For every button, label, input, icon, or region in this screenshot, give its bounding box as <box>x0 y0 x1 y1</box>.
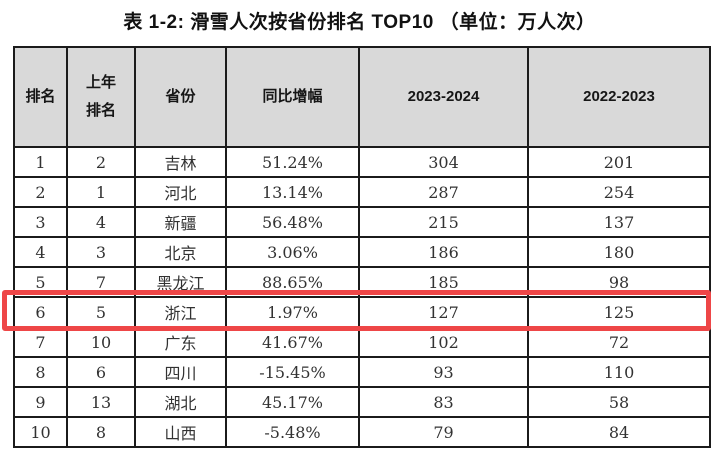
table-cell: 88.65% <box>225 266 360 298</box>
table-row: 5 7 黑龙江 88.65% 185 98 <box>13 266 711 298</box>
table-header: 排名 上年 排名 省份 同比增幅 2023-2024 2022-2023 <box>13 46 711 148</box>
table-cell: 8 <box>66 416 136 448</box>
table-cell: 新疆 <box>134 206 227 238</box>
table-cell: 广东 <box>134 326 227 358</box>
table-cell: 浙江 <box>134 296 227 328</box>
table-cell: 98 <box>527 266 711 298</box>
table-cell: 186 <box>358 236 529 268</box>
table-cell: 215 <box>358 206 529 238</box>
table-cell: 2 <box>13 176 68 208</box>
table-row: 2 1 河北 13.14% 287 254 <box>13 176 711 208</box>
table-row: 4 3 北京 3.06% 186 180 <box>13 236 711 268</box>
table-cell: 9 <box>13 386 68 418</box>
table-body: 1 2 吉林 51.24% 304 201 2 1 河北 13.14% 287 … <box>13 146 711 448</box>
table-cell: 5 <box>66 296 136 328</box>
table-cell: 110 <box>527 356 711 388</box>
table-cell: 304 <box>358 146 529 178</box>
table-cell: 2 <box>66 146 136 178</box>
table-cell: 4 <box>13 236 68 268</box>
table-cell: 4 <box>66 206 136 238</box>
table-cell: -15.45% <box>225 356 360 388</box>
table-cell: 6 <box>13 296 68 328</box>
table-row: 1 2 吉林 51.24% 304 201 <box>13 146 711 178</box>
table-cell: 127 <box>358 296 529 328</box>
table-cell: 287 <box>358 176 529 208</box>
table-cell: 45.17% <box>225 386 360 418</box>
table-cell: 79 <box>358 416 529 448</box>
table-row: 10 8 山西 -5.48% 79 84 <box>13 416 711 448</box>
table-cell: 180 <box>527 236 711 268</box>
table-cell: 51.24% <box>225 146 360 178</box>
table-cell: -5.48% <box>225 416 360 448</box>
table-row: 7 10 广东 41.67% 102 72 <box>13 326 711 358</box>
ski-ranking-table: 排名 上年 排名 省份 同比增幅 2023-2024 2022-2023 1 2… <box>13 46 711 448</box>
table-cell: 四川 <box>134 356 227 388</box>
table-cell: 7 <box>66 266 136 298</box>
table-cell: 93 <box>358 356 529 388</box>
table-cell: 56.48% <box>225 206 360 238</box>
table-cell: 黑龙江 <box>134 266 227 298</box>
table-cell: 72 <box>527 326 711 358</box>
col-header-yoy-growth: 同比增幅 <box>225 46 360 148</box>
table-cell: 1 <box>13 146 68 178</box>
table-cell: 1 <box>66 176 136 208</box>
table-cell: 3 <box>13 206 68 238</box>
table-cell: 8 <box>13 356 68 388</box>
table-cell: 1.97% <box>225 296 360 328</box>
table-cell: 10 <box>13 416 68 448</box>
table-cell: 102 <box>358 326 529 358</box>
table-cell: 7 <box>13 326 68 358</box>
table-cell: 10 <box>66 326 136 358</box>
table-cell: 185 <box>358 266 529 298</box>
col-header-season-2023-2024: 2023-2024 <box>358 46 529 148</box>
table-cell: 83 <box>358 386 529 418</box>
table-cell: 13 <box>66 386 136 418</box>
table-cell: 84 <box>527 416 711 448</box>
col-header-rank: 排名 <box>13 46 68 148</box>
col-header-season-2022-2023: 2022-2023 <box>527 46 711 148</box>
table-cell: 137 <box>527 206 711 238</box>
table-cell: 北京 <box>134 236 227 268</box>
col-header-prev-rank: 上年 排名 <box>66 46 136 148</box>
table-cell: 山西 <box>134 416 227 448</box>
table-cell: 湖北 <box>134 386 227 418</box>
table-title: 表 1-2: 滑雪人次按省份排名 TOP10 （单位：万人次） <box>123 12 596 33</box>
table-cell: 125 <box>527 296 711 328</box>
table-cell: 河北 <box>134 176 227 208</box>
table-cell: 5 <box>13 266 68 298</box>
table-row-highlighted: 6 5 浙江 1.97% 127 125 <box>13 296 711 328</box>
table-cell: 41.67% <box>225 326 360 358</box>
table-cell: 58 <box>527 386 711 418</box>
table-cell: 3.06% <box>225 236 360 268</box>
table-row: 8 6 四川 -15.45% 93 110 <box>13 356 711 388</box>
table-cell: 201 <box>527 146 711 178</box>
table-row: 3 4 新疆 56.48% 215 137 <box>13 206 711 238</box>
table-cell: 吉林 <box>134 146 227 178</box>
table-cell: 13.14% <box>225 176 360 208</box>
table-cell: 3 <box>66 236 136 268</box>
table-row: 9 13 湖北 45.17% 83 58 <box>13 386 711 418</box>
header-row: 排名 上年 排名 省份 同比增幅 2023-2024 2022-2023 <box>13 46 711 148</box>
table-cell: 6 <box>66 356 136 388</box>
col-header-province: 省份 <box>134 46 227 148</box>
table-cell: 254 <box>527 176 711 208</box>
